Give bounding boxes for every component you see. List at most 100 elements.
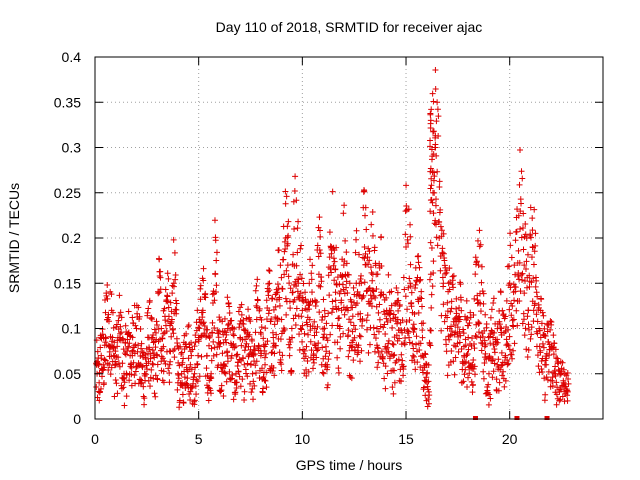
data-point [251, 382, 258, 389]
data-point [427, 342, 434, 349]
data-point [104, 282, 111, 289]
data-point [514, 206, 521, 213]
data-point [180, 400, 187, 407]
data-point [518, 271, 525, 278]
data-point [326, 292, 333, 299]
data-point [137, 326, 144, 333]
data-point [100, 380, 107, 387]
data-point [519, 276, 526, 283]
data-point [249, 337, 256, 344]
data-point [327, 331, 334, 338]
data-point [474, 237, 481, 244]
data-point [111, 339, 118, 346]
data-point [326, 254, 333, 261]
data-point [172, 306, 179, 313]
data-point [460, 326, 467, 333]
data-point [265, 280, 272, 287]
data-point [387, 307, 394, 314]
data-point [469, 381, 476, 388]
data-point [417, 353, 424, 360]
data-point [510, 347, 517, 354]
data-point [350, 322, 357, 329]
data-point [508, 254, 515, 261]
data-point [328, 309, 335, 316]
data-point [233, 384, 240, 391]
data-point [313, 329, 320, 336]
data-point [258, 324, 265, 331]
data-point [254, 297, 261, 304]
data-point [101, 364, 108, 371]
data-point [341, 311, 348, 318]
y-tick-label: 0.1 [62, 321, 82, 337]
data-point [122, 322, 129, 329]
data-point [355, 291, 362, 298]
x-tick-label: 15 [398, 431, 414, 447]
data-point [538, 296, 545, 303]
data-point [456, 313, 463, 320]
data-point [241, 361, 248, 368]
data-point [167, 299, 174, 306]
data-point [416, 294, 423, 301]
data-point [471, 345, 478, 352]
data-point [178, 382, 185, 389]
data-point [299, 338, 306, 345]
data-point [485, 334, 492, 341]
data-point [165, 275, 172, 282]
data-point [459, 379, 466, 386]
data-point [293, 305, 300, 312]
data-point [394, 289, 401, 296]
data-point [126, 340, 133, 347]
data-point [256, 343, 263, 350]
data-point [478, 279, 485, 286]
data-point [241, 347, 248, 354]
data-point [435, 113, 442, 120]
data-point [271, 321, 278, 328]
data-point [275, 247, 282, 254]
data-point [274, 316, 281, 323]
data-point [486, 354, 493, 361]
data-point [470, 365, 477, 372]
data-point [105, 318, 112, 325]
data-point [160, 379, 167, 386]
data-point [418, 303, 425, 310]
data-point [395, 307, 402, 314]
data-point [191, 343, 198, 350]
data-point [298, 326, 305, 333]
data-point [506, 306, 513, 313]
data-point [364, 254, 371, 261]
data-point [475, 320, 482, 327]
data-point [292, 173, 299, 180]
data-point [185, 322, 192, 329]
data-point [534, 293, 541, 300]
data-point [315, 340, 322, 347]
data-point [354, 288, 361, 295]
data-point [306, 316, 313, 323]
data-point [466, 370, 473, 377]
data-point [453, 310, 460, 317]
data-point [371, 244, 378, 251]
data-point [511, 262, 518, 269]
data-point [216, 340, 223, 347]
data-point [486, 333, 493, 340]
data-point [238, 342, 245, 349]
data-point [372, 294, 379, 301]
data-point [462, 336, 469, 343]
data-point [531, 248, 538, 255]
data-point [133, 363, 140, 370]
data-point [138, 340, 145, 347]
data-point [222, 336, 229, 343]
data-point [491, 360, 498, 367]
data-point [179, 359, 186, 366]
data-point [484, 390, 491, 397]
data-point [205, 397, 212, 404]
data-point [192, 383, 199, 390]
data-point [172, 297, 179, 304]
data-point [388, 288, 395, 295]
data-point [489, 355, 496, 362]
data-point [481, 360, 488, 367]
data-point [162, 286, 169, 293]
data-point [153, 322, 160, 329]
y-tick-label: 0.2 [62, 230, 82, 246]
data-point [432, 85, 439, 92]
data-point [256, 305, 263, 312]
